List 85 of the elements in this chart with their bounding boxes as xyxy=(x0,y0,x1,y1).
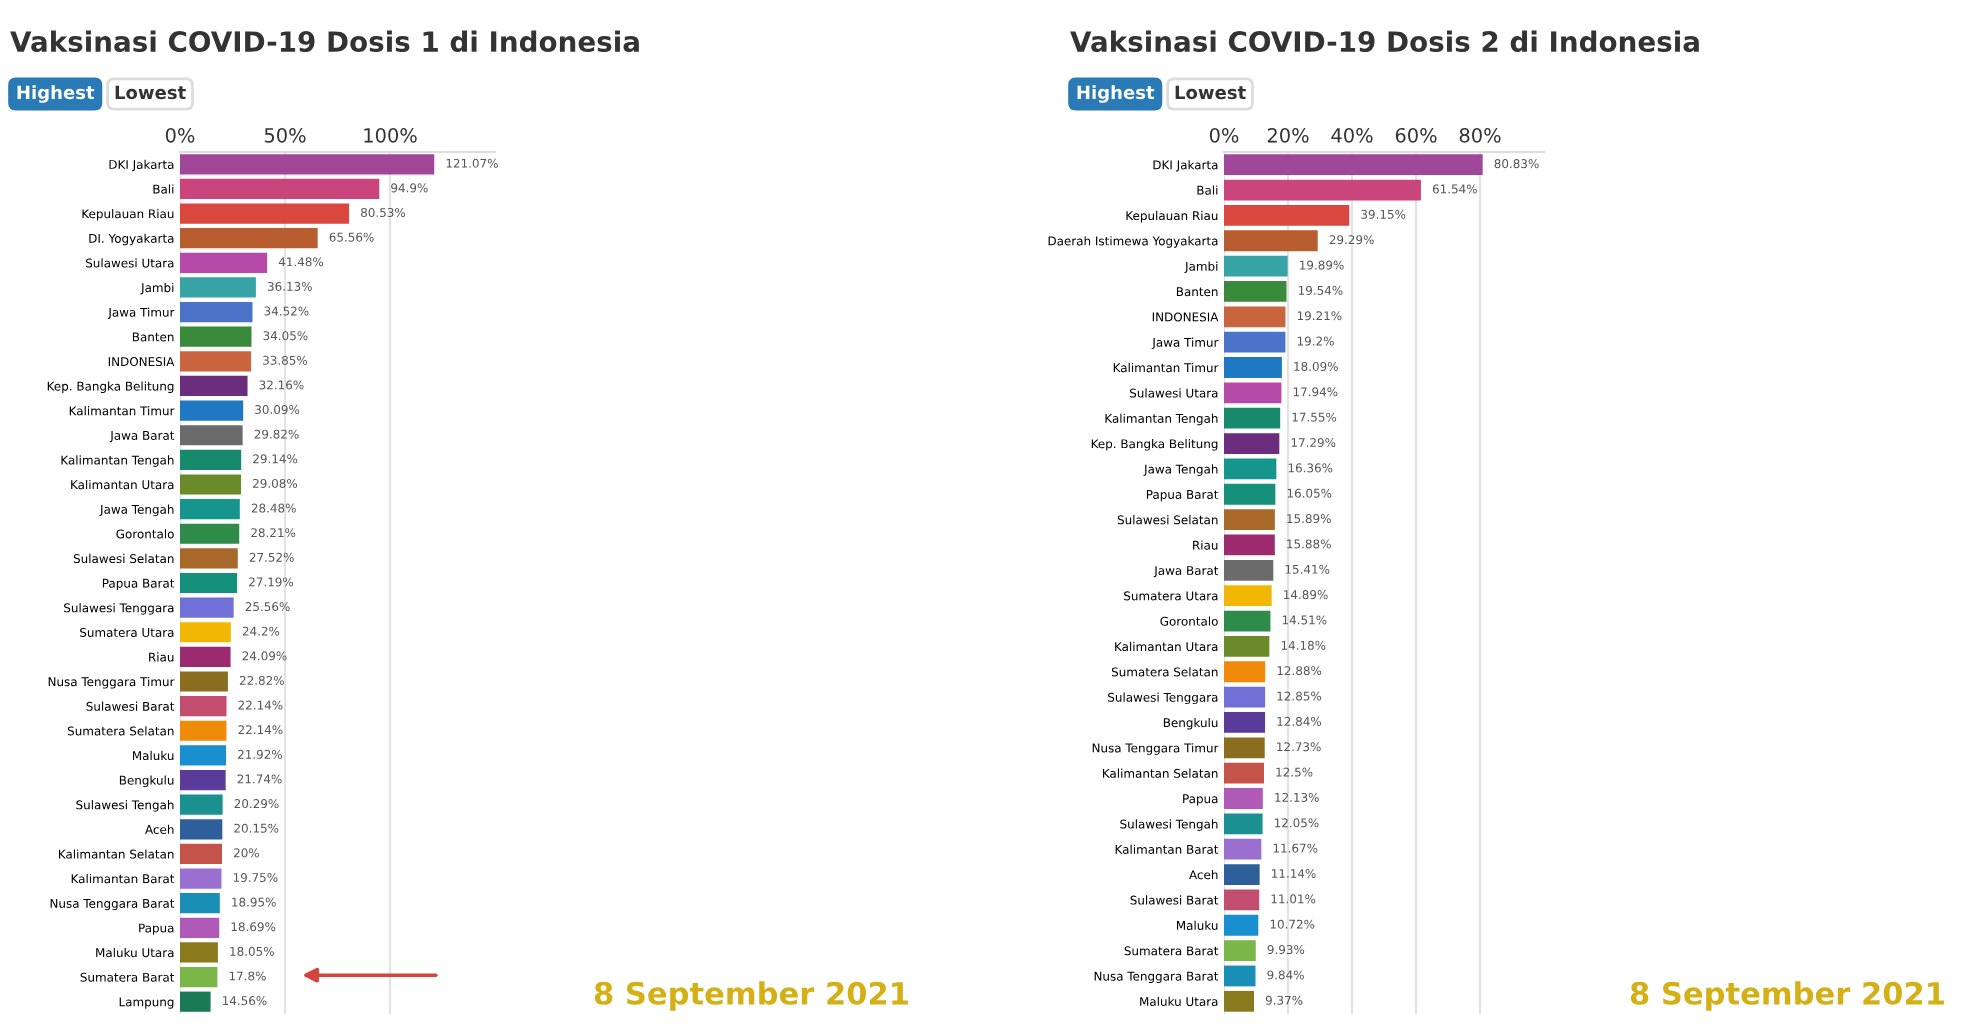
bar xyxy=(180,178,380,200)
bar xyxy=(180,597,234,618)
bar xyxy=(1224,458,1277,480)
chart-title: Vaksinasi COVID-19 Dosis 1 di Indonesia xyxy=(10,30,639,53)
bar xyxy=(180,499,240,520)
bar xyxy=(180,277,256,298)
bar xyxy=(180,548,238,569)
bar xyxy=(1224,331,1286,353)
bar xyxy=(180,154,435,175)
text: Highest xyxy=(17,85,95,103)
bar xyxy=(1224,940,1256,962)
bar xyxy=(1224,762,1264,784)
bar xyxy=(1224,382,1282,404)
bar xyxy=(180,769,226,791)
text: 8 September 2021 xyxy=(594,981,908,1011)
bar xyxy=(180,917,220,938)
text: Lowest xyxy=(115,85,186,100)
bar xyxy=(1224,686,1266,708)
x-tick-label: 50% xyxy=(264,127,306,143)
bar xyxy=(1224,661,1266,683)
bar xyxy=(1224,737,1265,759)
x-tick-label: 100% xyxy=(364,127,417,143)
bar xyxy=(180,646,231,667)
text: Lowest xyxy=(1175,85,1246,100)
bar xyxy=(1224,813,1263,835)
bar xyxy=(180,696,227,717)
bar xyxy=(180,893,220,914)
bar xyxy=(1224,788,1263,809)
bar xyxy=(180,794,223,815)
bar xyxy=(180,252,268,273)
x-tick-label: 60% xyxy=(1395,127,1437,143)
bar xyxy=(1224,965,1256,987)
bar xyxy=(180,868,222,889)
bar xyxy=(180,966,218,988)
bar xyxy=(180,671,228,692)
bar xyxy=(1224,635,1270,657)
x-tick-label: 0% xyxy=(1209,127,1239,143)
x-tick-label: 80% xyxy=(1459,127,1501,143)
bar xyxy=(1224,483,1276,505)
chart-title: Vaksinasi COVID-19 Dosis 2 di Indonesia xyxy=(1070,30,1699,53)
bar xyxy=(1224,559,1274,581)
bar xyxy=(180,745,227,766)
bar xyxy=(180,474,242,495)
bar xyxy=(1224,154,1483,176)
bar xyxy=(180,843,222,865)
bar xyxy=(1224,585,1272,607)
bar xyxy=(1224,433,1280,454)
bar xyxy=(180,991,211,1012)
bar xyxy=(1224,179,1421,201)
bar xyxy=(1224,990,1254,1012)
bar xyxy=(1224,357,1282,378)
bar xyxy=(180,301,253,323)
x-tick-label: 40% xyxy=(1331,127,1373,143)
bar xyxy=(180,326,252,347)
bar xyxy=(180,572,238,594)
bar xyxy=(180,203,350,224)
bar xyxy=(1224,534,1275,556)
bar xyxy=(1224,864,1260,885)
bar xyxy=(1224,889,1260,911)
bar xyxy=(1224,509,1275,531)
bar xyxy=(180,720,227,741)
bar xyxy=(180,425,243,446)
bar xyxy=(180,942,218,963)
bar xyxy=(180,400,244,421)
x-tick-label: 20% xyxy=(1267,127,1309,143)
bar xyxy=(180,375,248,397)
bar xyxy=(1224,712,1266,733)
text: 8 September 2021 xyxy=(1630,981,1944,1011)
bar xyxy=(1224,281,1287,302)
bar xyxy=(180,228,318,249)
bar xyxy=(180,449,242,470)
x-tick-label: 0% xyxy=(165,127,195,143)
text: Highest xyxy=(1077,85,1155,103)
bar xyxy=(1224,204,1350,226)
bar xyxy=(180,351,252,372)
bar xyxy=(1224,306,1286,328)
bar xyxy=(180,622,231,643)
bar xyxy=(1224,407,1281,429)
bar xyxy=(1224,255,1288,277)
bar xyxy=(180,819,223,840)
bar xyxy=(180,523,240,544)
bar xyxy=(1224,914,1259,936)
bar xyxy=(1224,610,1271,632)
bar xyxy=(1224,838,1262,860)
bar xyxy=(1224,230,1318,252)
